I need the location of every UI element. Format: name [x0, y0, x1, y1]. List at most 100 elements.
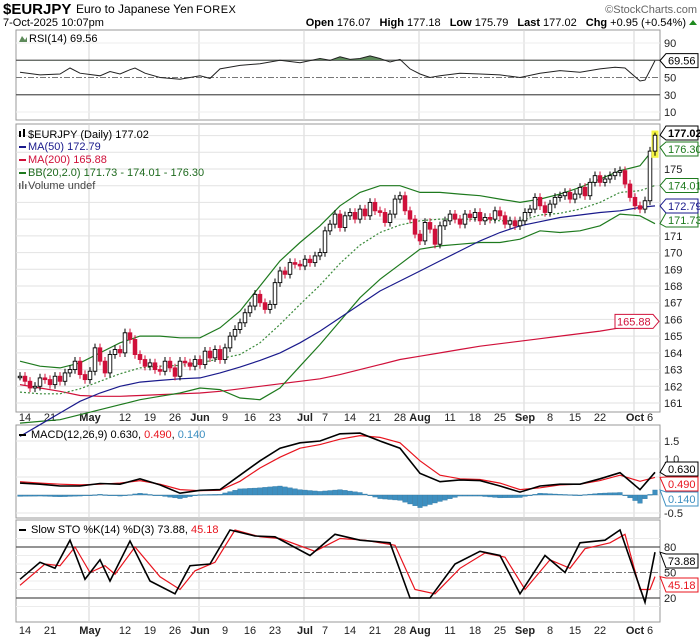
- candle-down: [217, 349, 223, 360]
- bb-middle-tag-box: [659, 178, 699, 194]
- x-axis-label: Sep: [515, 412, 535, 424]
- candle-down: [377, 210, 383, 213]
- chg-value: +0.95 (+0.54%): [610, 17, 686, 29]
- macd-histogram-bar: [642, 494, 648, 499]
- candle-up: [492, 210, 498, 220]
- macd-histogram-bar: [502, 494, 508, 498]
- sto-d-tag-box: [659, 575, 699, 593]
- ma200-tag: 165.88: [617, 316, 651, 328]
- macd-histogram-bar: [357, 492, 363, 496]
- sto-axis-label: 50: [664, 568, 676, 580]
- bb-upper-tag: 176.30: [668, 144, 700, 156]
- macd-legend-hist: 0.140: [178, 429, 206, 441]
- high-label: High: [380, 17, 405, 29]
- candle-up: [642, 200, 648, 210]
- ma200-line: [19, 320, 656, 397]
- candle-down: [582, 186, 588, 197]
- chart-symbol: $EURJPY: [3, 1, 71, 18]
- macd-histogram-bar: [602, 492, 608, 496]
- candle-up: [177, 360, 183, 377]
- macd-line: [19, 432, 656, 495]
- macd-histogram-bar: [492, 494, 498, 498]
- x-axis-label: 19: [144, 412, 156, 424]
- macd-histogram-bar: [567, 494, 573, 496]
- candle-up: [227, 335, 233, 349]
- macd-histogram-bar: [182, 494, 188, 498]
- macd-histogram-bar: [177, 494, 183, 499]
- candle-down: [632, 196, 638, 207]
- x-axis-label: Jul: [297, 625, 313, 637]
- candle-up: [347, 212, 353, 217]
- candle-up: [342, 215, 348, 228]
- last-price-tag: 177.02: [668, 128, 700, 140]
- macd-histogram-bar: [72, 494, 78, 497]
- candle-down: [282, 270, 288, 275]
- candle-down: [197, 359, 203, 366]
- macd-histogram-bar: [252, 487, 258, 496]
- candle-down: [362, 208, 368, 217]
- candle-down: [382, 212, 388, 223]
- candle-down: [167, 360, 173, 369]
- x-axis-label: Aug: [409, 412, 430, 424]
- macd-histogram-bar: [572, 494, 578, 496]
- candle-down: [207, 350, 213, 359]
- macd-histogram-bar: [57, 494, 63, 497]
- x-axis-label: Jul: [297, 412, 313, 424]
- candle-down: [292, 262, 298, 265]
- macd-histogram-bar: [172, 494, 178, 499]
- macd-histogram-bar: [507, 494, 513, 498]
- candle-down: [307, 258, 313, 264]
- macd-histogram-bar: [82, 494, 88, 496]
- stockcharts-watermark: ©StockCharts.com: [605, 4, 697, 16]
- candle-down: [137, 354, 143, 360]
- x-axis-label: 14: [344, 625, 356, 637]
- candle-up: [247, 305, 253, 314]
- macd-histogram-bar: [622, 494, 628, 496]
- candle-up: [517, 220, 523, 227]
- candle-up: [242, 312, 248, 324]
- x-axis-label: 15: [569, 625, 581, 637]
- candle-down: [622, 170, 628, 185]
- rsi-legend-icon: [19, 36, 27, 42]
- sto-axis-label: 80: [664, 542, 676, 554]
- candle-up: [37, 377, 43, 387]
- macd-histogram-bar: [537, 493, 543, 496]
- macd-histogram-bar: [202, 494, 208, 496]
- rsi-axis-label: 30: [664, 90, 676, 102]
- sto-legend-prefix: Slow STO %K(14) %D(3): [31, 524, 157, 536]
- candle-up: [272, 282, 278, 305]
- x-axis-label: Oct: [626, 625, 645, 637]
- candle-up: [572, 193, 578, 200]
- macd-histogram-bar: [377, 494, 383, 499]
- candle-up: [287, 262, 293, 275]
- candle-up: [602, 178, 608, 183]
- candle-up: [317, 252, 323, 257]
- candle-up: [587, 181, 593, 197]
- candle-up: [647, 150, 653, 202]
- macd-histogram-bar: [647, 494, 653, 496]
- macd-histogram-bar: [27, 494, 33, 497]
- macd-histogram-bar: [307, 490, 313, 496]
- candle-up: [447, 213, 453, 222]
- candle-down: [27, 380, 33, 389]
- price-axis-label: 163: [664, 365, 682, 377]
- macd-signal-tag-box: [659, 476, 699, 492]
- x-axis-label: 14: [344, 412, 356, 424]
- low-value: 175.79: [475, 17, 509, 29]
- macd-histogram-bar: [587, 493, 593, 496]
- last-label: Last: [517, 17, 540, 29]
- candle-up: [557, 195, 563, 198]
- candle-up: [277, 270, 283, 284]
- macd-histogram-bar: [217, 494, 223, 496]
- macd-histogram-bar: [52, 494, 58, 497]
- candle-up: [87, 370, 93, 381]
- macd-histogram-bar: [267, 486, 273, 496]
- candle-up: [482, 217, 488, 222]
- macd-histogram-bar: [282, 486, 288, 496]
- x-axis-label: 8: [547, 412, 553, 424]
- macd-histogram-bar: [297, 489, 303, 496]
- candle-up: [472, 212, 478, 218]
- candle-down: [497, 210, 503, 217]
- macd-histogram-bar: [192, 494, 198, 496]
- macd-histogram-bar: [207, 494, 213, 496]
